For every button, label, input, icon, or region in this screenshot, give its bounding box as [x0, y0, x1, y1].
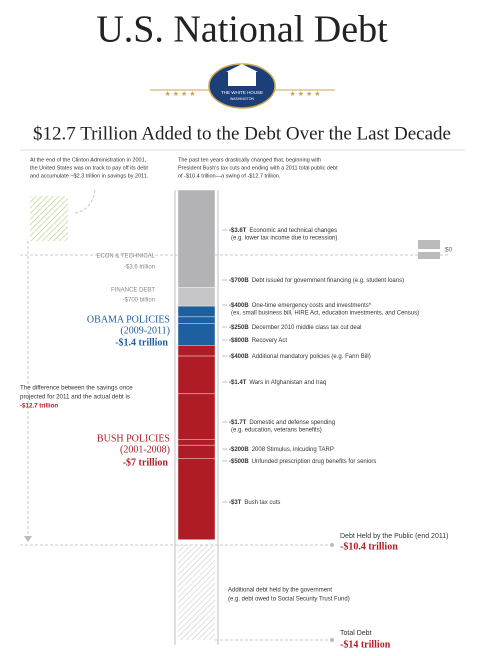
- segment-text: Wars in Afghanistan and Iraq: [249, 380, 326, 386]
- segment-label: -$3T Bush tax cuts: [229, 500, 280, 506]
- segment-text: Bush tax cuts: [244, 500, 280, 506]
- group-name: BUSH POLICIES: [97, 433, 170, 444]
- group-total: -$1.4 trillion: [115, 337, 168, 348]
- segment-label: -$3.6T Economic and technical changes: [229, 228, 337, 234]
- public-label: Debt Held by the Public (end 2011): [340, 533, 448, 540]
- title: U.S. National Debt: [96, 9, 388, 51]
- intro-line: The past ten years drastically changed t…: [178, 157, 321, 163]
- additional-line: Additional debt held by the government: [228, 588, 332, 594]
- segment-amount: -$1.4T: [229, 380, 247, 386]
- difference-line: -$12.7 trillion: [20, 403, 58, 410]
- arrow: [74, 189, 96, 214]
- segment-amount: -$200B: [229, 447, 249, 453]
- segment-label: -$700B Debt issued for government financi…: [229, 278, 404, 284]
- debt-segment: [177, 189, 216, 288]
- segment-label: -$400B One-time emergency costs and inves…: [229, 303, 372, 309]
- segment-note: (e.g. education, veterans benefits): [231, 428, 322, 434]
- segment-text: December 2010 middle class tax cut deal: [252, 325, 362, 331]
- segment-amount: -$400B: [229, 354, 249, 360]
- additional-line: (e.g. debt owed to Social Security Trust…: [228, 597, 350, 603]
- debt-segment: [177, 316, 216, 324]
- segment-amount: -$500B: [229, 459, 249, 465]
- debt-segment: [177, 287, 216, 307]
- total-label: Total Debt: [340, 630, 372, 637]
- segment-text: Economic and technical changes: [249, 228, 337, 234]
- group-total: -$7 trillion: [123, 457, 169, 468]
- segment-amount: -$700B: [229, 278, 249, 284]
- segment-text: Domestic and defense spending: [249, 420, 335, 426]
- group-name: FINANCE DEBT: [111, 288, 155, 294]
- subtitle: $12.7 Trillion Added to the Debt Over th…: [33, 123, 451, 144]
- segment-amount: -$1.7T: [229, 420, 247, 426]
- difference-line: The difference between the savings once: [20, 385, 133, 392]
- segment-label: -$500B Unfunded prescription drug benefit…: [229, 459, 376, 465]
- group-years: (2009-2011): [120, 325, 170, 336]
- seal-text: THE WHITE HOUSE: [221, 90, 263, 95]
- difference-line: projected for 2011 and the actual debt i…: [20, 394, 130, 401]
- svg-text:★ ★ ★ ★: ★ ★ ★ ★: [165, 90, 196, 98]
- segment-text: 2008 Stimulus, inlcuding TARP: [252, 447, 334, 453]
- savings-hatch: [30, 196, 68, 241]
- segment-amount: -$3.6T: [229, 228, 247, 234]
- segment-amount: -$3T: [229, 500, 242, 506]
- intro-line: and accumulate ~$2.3 trillion in savings…: [30, 173, 149, 179]
- segment-note: (e.g. lower tax income due to recession): [231, 236, 337, 242]
- segment-text: Recovery Act: [252, 338, 288, 344]
- segment-amount: -$400B: [229, 303, 249, 309]
- debt-segment: [177, 355, 216, 395]
- debt-segment: [177, 393, 216, 440]
- intro-line: At the end of the Clinton Administration…: [30, 157, 147, 163]
- segment-text: Additional mandatory policies (e.g. Farm…: [252, 354, 371, 360]
- debt-segment: [177, 345, 216, 357]
- debt-segment: [177, 439, 216, 446]
- segment-label: -$1.7T Domestic and defense spending: [229, 420, 335, 426]
- intro-line: President Bush's tax cuts and ending wit…: [178, 165, 338, 171]
- segment-amount: -$800B: [229, 338, 249, 344]
- group-years: (2001-2008): [120, 444, 170, 455]
- segment-label: -$250B December 2010 middle class tax cut…: [229, 325, 361, 331]
- debt-segment: [177, 444, 216, 459]
- additional-hatch: [178, 545, 215, 640]
- segment-note: (ex. small business bill, HIRE Act, educ…: [231, 311, 419, 317]
- seal-subtext: WASHINGTON: [230, 97, 254, 101]
- group-total: -$700 billion: [123, 298, 155, 304]
- zero-badge: [418, 240, 440, 249]
- group-total: -$3.6 trillion: [124, 265, 155, 271]
- segment-label: -$800B Recovery Act: [229, 338, 287, 344]
- segment-amount: -$250B: [229, 325, 249, 331]
- segment-label: -$400B Additional mandatory policies (e.g…: [229, 354, 371, 360]
- group-name: OBAMA POLICIES: [87, 314, 170, 325]
- total-value: -$14 trillion: [340, 639, 391, 650]
- segment-text: Unfunded prescription drug benefits for …: [252, 459, 377, 465]
- segment-text: Debt issued for government financing (e.…: [252, 278, 404, 284]
- seal: ★ ★ ★ ★ ★ ★ ★ ★ THE WHITE HOUSE WASHINGT…: [150, 63, 335, 109]
- debt-segment: [177, 458, 216, 540]
- intro-line: of -$10.4 trillion—a swing of -$12.7 tri…: [178, 173, 281, 179]
- segment-label: -$200B 2008 Stimulus, inlcuding TARP: [229, 447, 334, 453]
- svg-text:★ ★ ★ ★: ★ ★ ★ ★: [290, 90, 321, 98]
- debt-segment: [177, 305, 216, 318]
- debt-segment: [177, 323, 216, 346]
- intro-line: the United States was on track to pay of…: [30, 165, 148, 171]
- public-total: -$10.4 trillion: [340, 541, 398, 552]
- segment-text: One-time emergency costs and investments…: [252, 303, 372, 309]
- segment-label: -$1.4T Wars in Afghanistan and Iraq: [229, 380, 326, 386]
- zero-label: $0: [445, 247, 453, 254]
- group-name: ECON & TECHNICAL: [96, 254, 155, 260]
